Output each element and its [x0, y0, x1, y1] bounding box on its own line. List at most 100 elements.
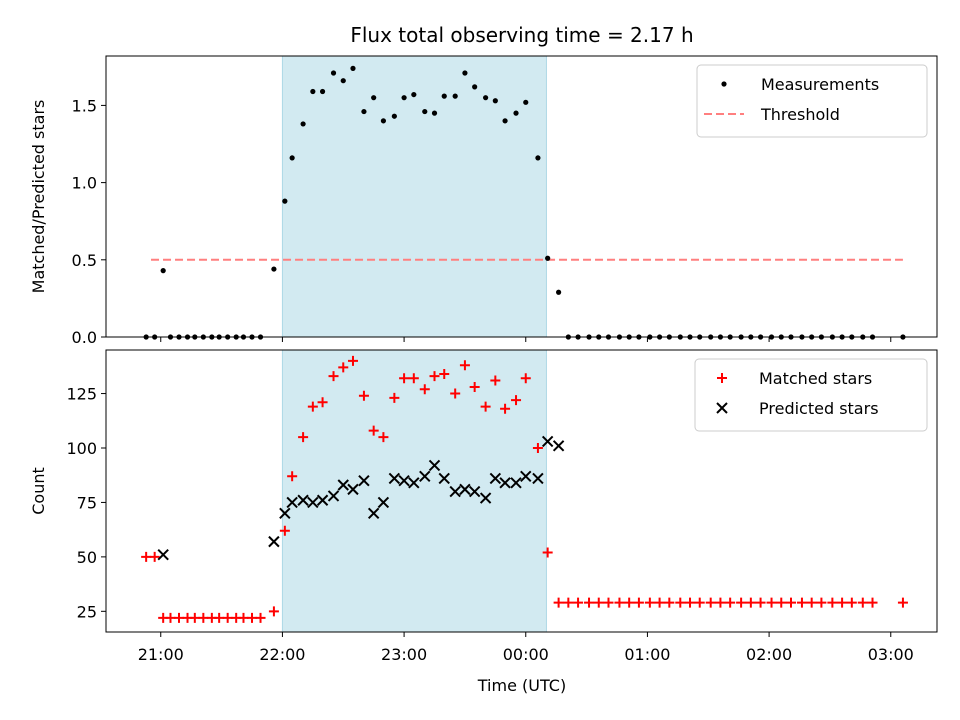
data-point [439, 368, 450, 379]
data-point [492, 98, 498, 104]
data-point [479, 492, 492, 504]
data-point [367, 507, 380, 520]
data-point [459, 360, 470, 371]
data-point [371, 95, 377, 101]
x-tick-label: 00:00 [503, 645, 549, 664]
y-tick-label: 1.0 [72, 174, 97, 193]
data-point [389, 392, 400, 403]
data-point [429, 371, 440, 382]
data-point [459, 483, 471, 496]
y-tick-label: 0.0 [72, 328, 97, 347]
data-point [316, 494, 329, 506]
data-point [553, 597, 564, 608]
data-point [157, 548, 169, 561]
y-tick-label: 75 [77, 493, 97, 512]
bottom-panel: 25 50 75 100 125 21:00 22:00 23:00 00:00 01:00 02:… [29, 349, 938, 664]
legend: Matched stars Predicted stars [694, 358, 928, 432]
data-point [513, 110, 519, 116]
data-point [897, 597, 908, 608]
data-point [298, 432, 309, 443]
data-point [307, 496, 319, 509]
data-point [685, 597, 696, 608]
data-point [361, 108, 367, 115]
data-point [450, 388, 461, 399]
data-point [340, 78, 346, 84]
data-point [268, 535, 280, 548]
data-point [279, 507, 291, 520]
data-point [520, 373, 531, 384]
data-point [745, 597, 756, 608]
data-point [422, 108, 428, 115]
data-point [846, 597, 857, 608]
data-point [725, 597, 736, 608]
data-point [584, 597, 595, 608]
data-point [857, 597, 868, 608]
data-point [500, 403, 511, 414]
data-point [337, 479, 349, 491]
data-point [837, 597, 848, 608]
data-point [268, 606, 279, 617]
data-point [319, 88, 326, 95]
data-point [160, 268, 166, 274]
data-point [532, 472, 544, 485]
data-point [255, 612, 266, 623]
data-point [391, 113, 397, 119]
x-tick-label: 01:00 [624, 645, 670, 664]
data-point [633, 597, 644, 608]
legend-label: Predicted stars [759, 399, 879, 418]
data-point [428, 459, 441, 472]
data-point [358, 390, 369, 401]
x-tick-label: 21:00 [138, 645, 184, 664]
data-point [755, 597, 766, 608]
data-point [297, 494, 309, 506]
y-tick-label: 1.5 [72, 96, 97, 115]
data-point [785, 597, 796, 608]
data-point [545, 255, 551, 261]
data-point [614, 597, 625, 608]
series-matched-stars [141, 355, 908, 623]
data-point [552, 440, 565, 452]
legend-box [694, 358, 928, 432]
data-point [532, 442, 543, 453]
data-point [279, 525, 290, 536]
data-point [368, 425, 379, 436]
data-point [603, 597, 614, 608]
data-point [189, 612, 200, 623]
data-point [377, 496, 390, 509]
data-point [462, 70, 468, 76]
data-point [644, 597, 655, 608]
data-point [141, 551, 152, 562]
data-point [489, 472, 502, 485]
x-tick-label: 02:00 [746, 645, 792, 664]
data-point [198, 612, 209, 623]
data-point [441, 93, 447, 99]
data-point [867, 597, 878, 608]
x-axis-label: Time (UTC) [477, 676, 566, 695]
data-point [472, 84, 478, 90]
data-point [317, 397, 328, 408]
y-tick-label: 50 [77, 548, 97, 567]
y-tick-label: 100 [66, 439, 97, 458]
data-point [399, 373, 410, 384]
data-point [483, 95, 489, 101]
data-point [675, 597, 686, 608]
axes-frame [105, 349, 938, 633]
data-point [480, 401, 491, 412]
data-point [401, 95, 407, 101]
data-point [238, 612, 249, 623]
data-point [328, 371, 339, 382]
y-tick-label: 125 [66, 385, 97, 404]
data-point [452, 93, 458, 99]
data-point [419, 384, 430, 395]
legend-label: Threshold [760, 105, 840, 124]
top-panel: 0.0 0.5 1.0 1.5 Matched/Predicted stars Measu… [29, 55, 938, 347]
data-point [624, 597, 635, 608]
data-point [378, 432, 389, 443]
data-point [806, 597, 817, 608]
data-point [705, 597, 716, 608]
data-point [736, 597, 747, 608]
legend-marker [721, 81, 727, 87]
data-point [573, 597, 584, 608]
data-point [816, 597, 827, 608]
data-point [271, 266, 277, 272]
